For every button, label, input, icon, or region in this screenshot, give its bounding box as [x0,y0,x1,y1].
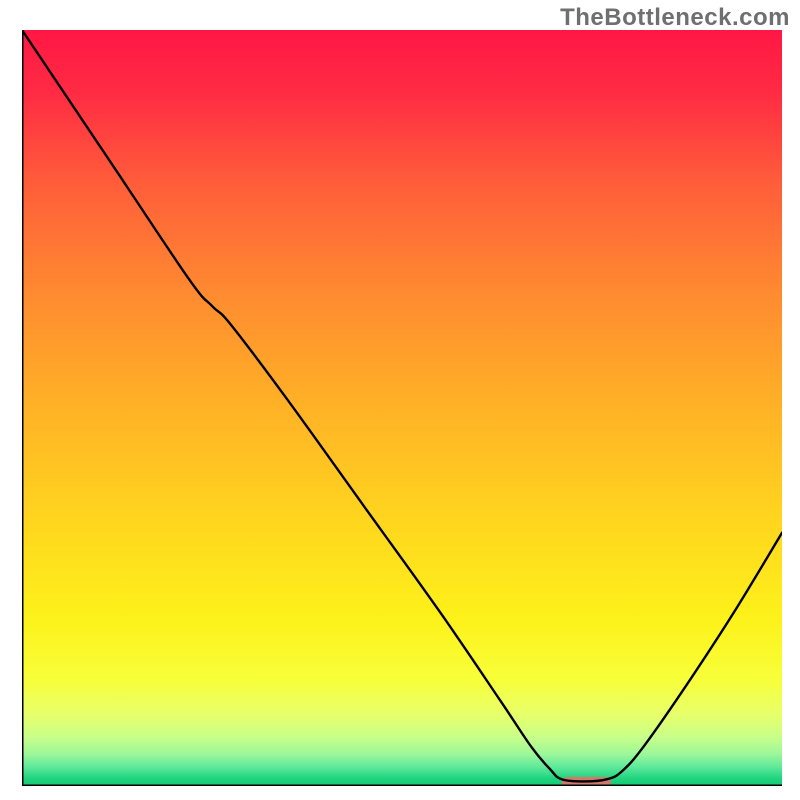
plot-area [22,30,782,786]
gradient-background [22,30,782,786]
chart-container: TheBottleneck.com [0,0,800,800]
watermark-text: TheBottleneck.com [560,4,790,32]
plot-svg [22,30,782,786]
